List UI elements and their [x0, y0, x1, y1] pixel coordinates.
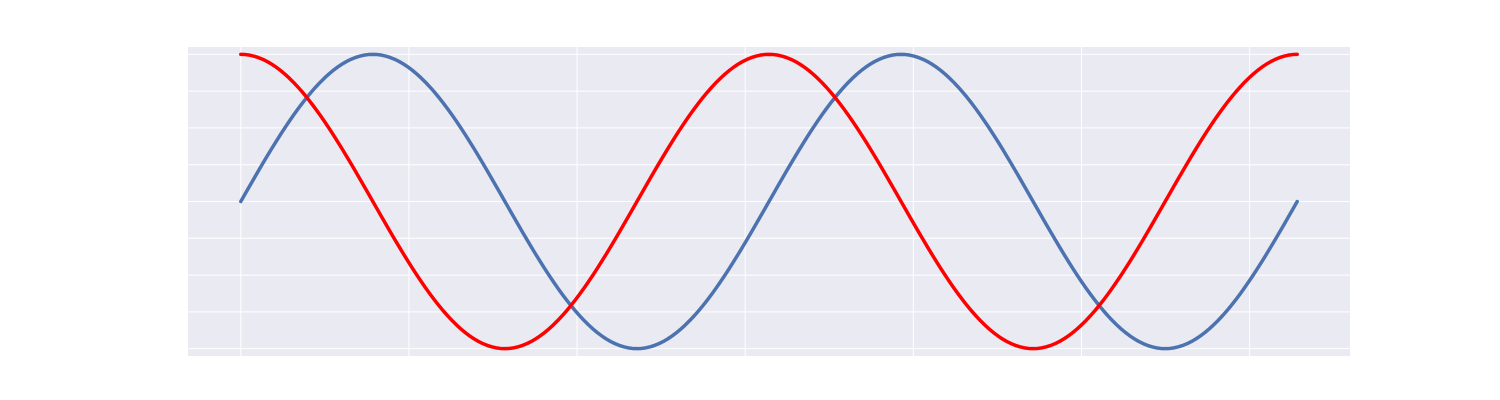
grid [188, 47, 1350, 356]
series-line-sinx [239, 52, 1299, 351]
series-line-cosx [239, 52, 1299, 351]
series-lines [239, 52, 1299, 351]
